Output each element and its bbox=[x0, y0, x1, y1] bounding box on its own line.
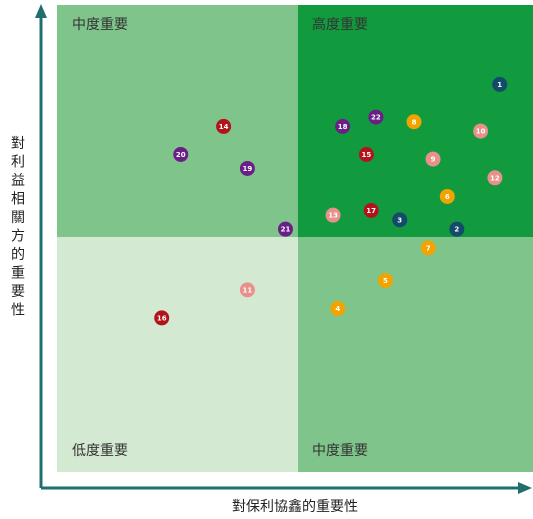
data-point: 19 bbox=[239, 160, 255, 176]
data-point-marker bbox=[325, 207, 341, 223]
quadrant-label-top-left: 中度重要 bbox=[72, 17, 128, 33]
data-point-marker bbox=[330, 301, 346, 317]
data-point-label: 4 bbox=[335, 305, 340, 313]
data-point-marker bbox=[368, 109, 384, 125]
data-point: 10 bbox=[473, 123, 489, 139]
data-point: 11 bbox=[239, 282, 255, 298]
data-point-marker bbox=[277, 221, 293, 237]
quadrant-top-left bbox=[57, 5, 298, 237]
y-axis-label-char: 性 bbox=[11, 303, 25, 319]
data-point: 1 bbox=[492, 76, 508, 92]
data-point-label: 11 bbox=[243, 286, 253, 294]
data-point-marker bbox=[335, 118, 351, 134]
y-axis-label-char: 重 bbox=[11, 266, 25, 282]
quadrant-labels: 中度重要 高度重要 低度重要 中度重要 bbox=[72, 16, 368, 459]
data-point: 9 bbox=[425, 151, 441, 167]
data-point: 22 bbox=[368, 109, 384, 125]
data-point: 12 bbox=[487, 170, 503, 186]
data-point: 17 bbox=[363, 202, 379, 218]
quadrant-bottom-right bbox=[298, 237, 533, 472]
quadrant-label-top-right: 高度重要 bbox=[312, 16, 368, 33]
data-point-marker bbox=[154, 310, 170, 326]
quadrant-label-bottom-right: 中度重要 bbox=[312, 443, 368, 459]
x-axis-arrowhead bbox=[518, 482, 532, 494]
data-point-label: 21 bbox=[281, 226, 291, 234]
data-point-marker bbox=[406, 114, 422, 130]
y-axis-label-char: 的 bbox=[11, 247, 25, 263]
data-point-label: 13 bbox=[328, 212, 338, 220]
data-point: 5 bbox=[377, 273, 393, 289]
data-point: 4 bbox=[330, 301, 346, 317]
y-axis-label-char: 方 bbox=[11, 229, 25, 245]
data-point-marker bbox=[173, 146, 189, 162]
y-axis-label-char: 益 bbox=[11, 173, 25, 189]
data-point: 3 bbox=[392, 212, 408, 228]
data-point: 2 bbox=[449, 221, 465, 237]
y-axis-label-char: 要 bbox=[11, 284, 25, 300]
data-point: 21 bbox=[277, 221, 293, 237]
data-point-label: 18 bbox=[338, 123, 348, 131]
data-point-marker bbox=[425, 151, 441, 167]
data-point: 15 bbox=[358, 146, 374, 162]
data-point-marker bbox=[239, 282, 255, 298]
data-point-label: 6 bbox=[445, 193, 450, 201]
data-point: 18 bbox=[335, 118, 351, 134]
data-point-label: 3 bbox=[397, 216, 402, 224]
data-point: 13 bbox=[325, 207, 341, 223]
data-point-label: 10 bbox=[476, 128, 486, 136]
data-point-marker bbox=[487, 170, 503, 186]
y-axis-label-char: 對 bbox=[11, 136, 25, 152]
data-point-label: 22 bbox=[371, 114, 381, 122]
quadrants bbox=[57, 5, 533, 472]
data-point-marker bbox=[420, 240, 436, 256]
data-point-label: 17 bbox=[366, 207, 376, 215]
y-axis-label-char: 利 bbox=[11, 155, 25, 171]
data-point: 14 bbox=[216, 118, 232, 134]
data-point-label: 16 bbox=[157, 314, 167, 322]
quadrant-bottom-left bbox=[57, 237, 298, 472]
y-axis-arrowhead bbox=[35, 4, 47, 18]
data-point-marker bbox=[473, 123, 489, 139]
data-point-marker bbox=[358, 146, 374, 162]
y-axis-label-char: 關 bbox=[11, 210, 25, 226]
data-point-marker bbox=[492, 76, 508, 92]
data-point-label: 12 bbox=[490, 174, 500, 182]
data-point-label: 15 bbox=[362, 151, 372, 159]
data-point-label: 8 bbox=[412, 118, 417, 126]
data-point-marker bbox=[377, 273, 393, 289]
quadrant-label-bottom-left: 低度重要 bbox=[72, 443, 128, 459]
data-point-marker bbox=[392, 212, 408, 228]
data-point-marker bbox=[439, 188, 455, 204]
data-point: 8 bbox=[406, 114, 422, 130]
data-point-marker bbox=[449, 221, 465, 237]
data-point-marker bbox=[239, 160, 255, 176]
data-point-label: 5 bbox=[383, 277, 388, 285]
data-point-marker bbox=[363, 202, 379, 218]
data-point-label: 9 bbox=[431, 156, 436, 164]
data-point-label: 20 bbox=[176, 151, 186, 159]
data-point: 20 bbox=[173, 146, 189, 162]
data-point-label: 1 bbox=[497, 81, 502, 89]
data-point-label: 19 bbox=[243, 165, 253, 173]
data-point: 6 bbox=[439, 188, 455, 204]
x-axis-label: 對保利協鑫的重要性 bbox=[232, 498, 358, 515]
data-point: 7 bbox=[420, 240, 436, 256]
data-point-marker bbox=[216, 118, 232, 134]
data-point-label: 14 bbox=[219, 123, 229, 131]
data-point-label: 7 bbox=[426, 244, 431, 252]
axes bbox=[35, 4, 532, 494]
data-point: 16 bbox=[154, 310, 170, 326]
y-axis-label-char: 相 bbox=[11, 192, 25, 208]
data-point-label: 2 bbox=[454, 226, 459, 234]
